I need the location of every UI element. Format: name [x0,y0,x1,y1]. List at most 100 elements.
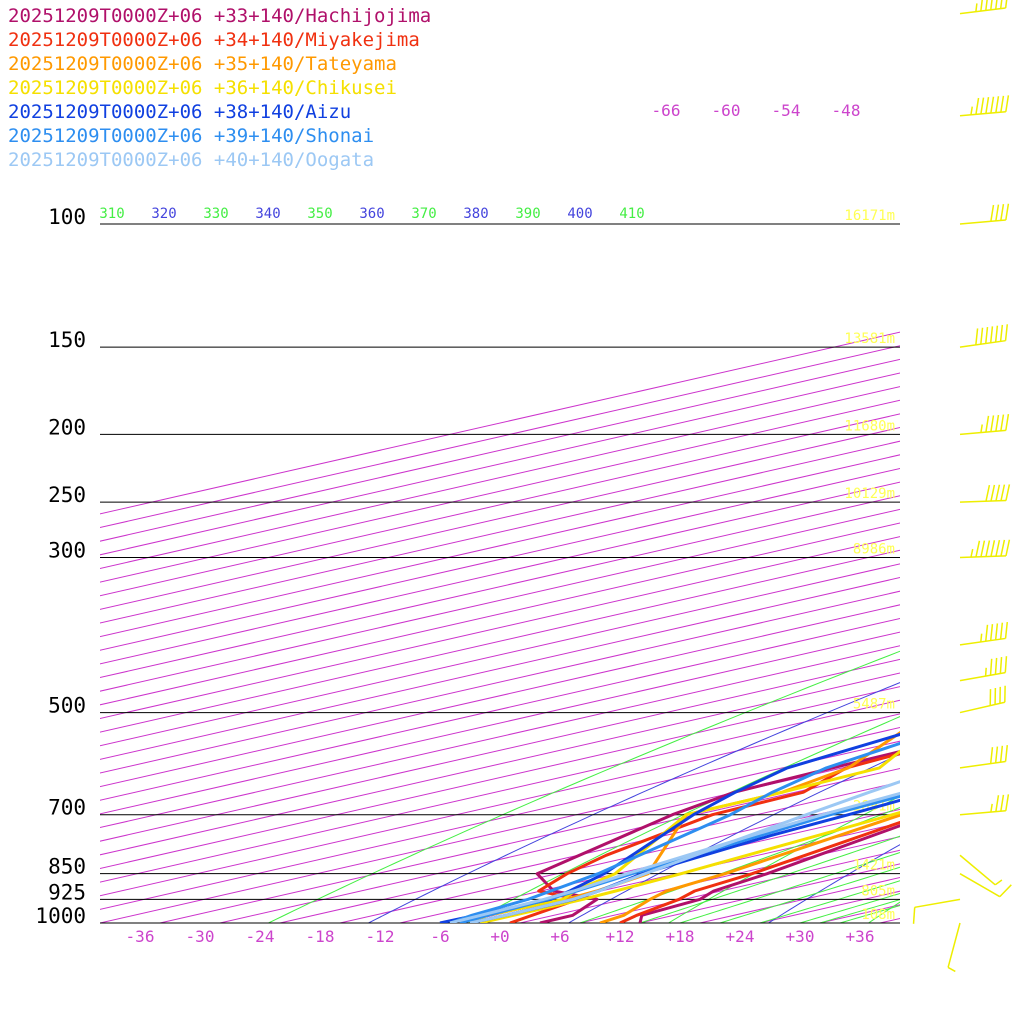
pressure-tick-label: 250 [48,483,86,507]
moist-adiabat-line [719,866,900,923]
isotherm-line [339,795,900,923]
isotherm-line [100,495,900,679]
legend-item-aizu: 20251209T0000Z+06 +38+140/Aizu [8,101,352,123]
tateyama-temperature-line [599,813,900,923]
wind-barb [959,621,1009,646]
temperature-tick-label: +6 [550,927,569,946]
pressure-tick-label: 850 [48,855,86,879]
legend-item-hachijojima: 20251209T0000Z+06 +33+140/Hachijojima [8,5,432,27]
dry-adiabat-line [767,844,900,923]
isotherm-line [100,399,900,583]
isotherm-line [100,590,900,774]
isotherm-line [100,740,900,923]
isotherm-line [100,699,900,883]
pressure-tick-label: 700 [48,796,86,820]
aizu-dewpoint-line [439,732,900,923]
wind-barbs [912,0,1012,973]
isotherm-line [219,767,900,923]
pressure-tick-label: 1000 [35,904,86,928]
height-label: 8986m [853,542,895,558]
isotherm-line [100,440,900,624]
isotherm-line [100,331,900,515]
height-label: 13581m [844,331,895,347]
height-label: 5487m [853,697,895,713]
moist-adiabat-line [839,905,900,923]
pressure-tick-label: 500 [48,694,86,718]
legend-item-oogata: 20251209T0000Z+06 +40+140/Oogata [8,149,375,171]
temperature-tick-label: -36 [126,927,155,946]
temperature-tick-label: +12 [606,927,635,946]
dry-adiabat-line [267,650,900,923]
isotherm-line [100,563,900,747]
theta-label: 410 [619,206,644,222]
isotherm-line [1000,14,1024,923]
upper-temperature-label: -66 [652,101,681,120]
pressure-tick-label: 150 [48,328,86,352]
isotherm-line [100,413,900,597]
height-label: 805m [861,883,895,899]
dry-adiabat-line [667,795,900,923]
oogata-dewpoint-line [469,780,900,923]
isotherm-line [100,372,900,556]
wind-barb [959,854,1003,886]
height-label: 1421m [853,858,895,874]
isotherm-line [100,522,900,706]
isotherm-line [100,536,900,719]
isotherm-line [159,754,900,923]
height-label: 16171m [844,208,895,224]
temperature-tick-label: +30 [786,927,815,946]
isotherm-line [279,781,900,923]
temperature-tick-label: -6 [430,927,449,946]
pressure-tick-label: 200 [48,415,86,439]
theta-label: 330 [203,206,228,222]
isotherm-line [100,658,900,842]
isotherm-line [100,577,900,760]
isotherm-line [459,822,900,923]
isotherm-line [100,604,900,788]
temperature-tick-label: -30 [186,927,215,946]
wind-barb [959,656,1008,682]
dry-adiabat-line [467,716,900,923]
temperature-tick-label: +0 [490,927,509,946]
background-lines [100,14,1024,923]
sounding-traces [439,731,900,923]
theta-label: 370 [411,206,436,222]
isotherm-line [100,672,900,856]
isotherm-line [100,508,900,692]
temperature-tick-label: -12 [366,927,395,946]
wind-barb [959,685,1006,714]
theta-label: 350 [307,206,332,222]
theta-label: 390 [515,206,540,222]
isotherm-line [940,14,1024,923]
isotherm-line [100,454,900,638]
chikusei-temperature-line [479,811,900,923]
hachijojima-dewpoint-line [535,750,900,923]
shonai-dewpoint-line [449,741,900,923]
chikusei-dewpoint-line [469,749,900,923]
isotherm-line [100,686,900,869]
wind-barb [959,95,1010,117]
isotherm-line [100,358,900,542]
legend-item-miyakejima: 20251209T0000Z+06 +34+140/Miyakejima [8,29,420,51]
legend-item-chikusei: 20251209T0000Z+06 +36+140/Chikusei [8,77,397,99]
shonai-temperature-line [459,794,900,923]
wind-barb [912,898,961,924]
wind-barb [959,324,1009,348]
temperature-tick-label: +24 [726,927,755,946]
wind-barb [959,203,1010,225]
theta-label: 380 [463,206,488,222]
temperature-tick-label: -24 [246,927,275,946]
isotherm-line [399,808,900,923]
moist-adiabat-line [579,806,900,923]
wind-barb [959,0,1008,15]
miyakejima-temperature-line [619,820,900,923]
wind-barb [959,873,1012,898]
legend-item-shonai: 20251209T0000Z+06 +39+140/Shonai [8,125,375,147]
isotherm-line [100,713,900,897]
wind-barb [959,539,1011,559]
temperature-tick-label: +18 [666,927,695,946]
temperature-tick-label: +36 [846,927,875,946]
theta-label: 320 [151,206,176,222]
miyakejima-dewpoint-line [509,751,900,923]
temperature-tick-label: -18 [306,927,335,946]
